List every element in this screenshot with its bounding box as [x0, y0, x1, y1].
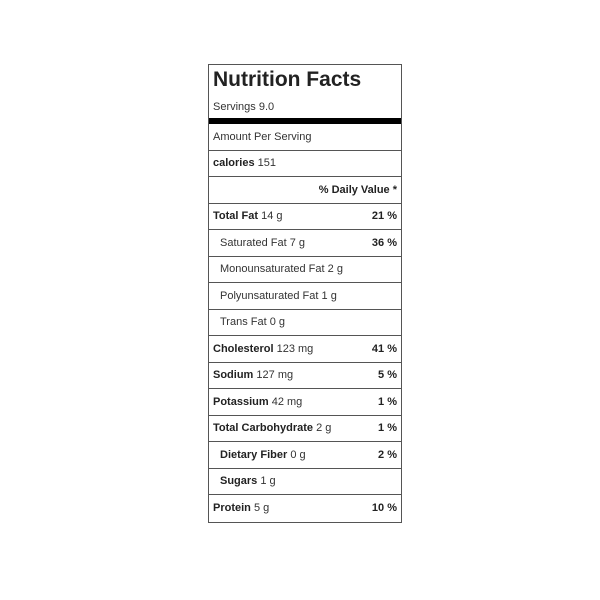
- nutrient-row: Monounsaturated Fat 2 g: [209, 257, 401, 283]
- nutrient-row: Dietary Fiber 0 g 2 %: [209, 442, 401, 469]
- nutrient-amount: 5 g: [253, 502, 270, 515]
- nutrient-row: Trans Fat 0 g: [209, 310, 401, 336]
- nutrient-row: Potassium 42 mg 1 %: [209, 389, 401, 416]
- nutrient-amount: 123 mg: [276, 342, 314, 355]
- nutrient-name: Sugars: [220, 475, 258, 488]
- nutrient-amount: 1 g: [260, 475, 276, 488]
- daily-value-header-row: % Daily Value *: [209, 177, 401, 204]
- nutrient-amount: 127 mg: [256, 369, 294, 382]
- nutrient-name: Polyunsaturated Fat: [220, 289, 319, 302]
- nutrient-daily-percent: 1 %: [378, 422, 397, 435]
- nutrient-amount: 1 g: [321, 289, 337, 302]
- nutrient-name: Saturated Fat: [220, 236, 287, 249]
- nutrient-row: Total Fat 14 g 21 %: [209, 204, 401, 230]
- nutrient-name: Potassium: [213, 395, 269, 408]
- label-header: Nutrition Facts Servings 9.0: [209, 67, 401, 124]
- nutrient-name: Total Fat: [213, 210, 259, 223]
- nutrient-name: Total Carbohydrate: [213, 422, 314, 435]
- nutrient-name: Cholesterol: [213, 342, 274, 355]
- nutrient-row: Sodium 127 mg 5 %: [209, 363, 401, 389]
- nutrient-amount: 0 g: [269, 316, 286, 329]
- nutrient-daily-percent: 36 %: [371, 236, 397, 249]
- nutrient-name: Trans Fat: [220, 316, 267, 329]
- calories-value: 151: [257, 157, 277, 170]
- nutrient-daily-percent: 5 %: [378, 369, 397, 382]
- nutrient-row: Total Carbohydrate 2 g 1 %: [209, 416, 401, 442]
- servings: Servings 9.0: [213, 101, 275, 113]
- calories-label: calories: [213, 157, 255, 170]
- nutrient-daily-percent: 41 %: [371, 342, 397, 355]
- nutrient-amount: 42 mg: [271, 395, 303, 408]
- nutrient-name: Monounsaturated Fat: [220, 263, 325, 276]
- nutrient-name: Protein: [213, 502, 251, 515]
- nutrient-row: Protein 5 g 10 %: [209, 495, 401, 522]
- nutrient-amount: 0 g: [290, 448, 306, 461]
- nutrient-daily-percent: 1 %: [378, 395, 397, 408]
- nutrient-amount: 2 g: [327, 263, 343, 276]
- label-title: Nutrition Facts: [213, 68, 362, 91]
- nutrient-daily-percent: 2 %: [378, 448, 397, 461]
- nutrient-amount: 7 g: [289, 236, 306, 249]
- amount-per-serving-row: Amount Per Serving: [209, 124, 401, 151]
- nutrient-list: Total Fat 14 g 21 % Saturated Fat 7 g 36 % M…: [209, 204, 401, 522]
- nutrition-label: Nutrition Facts Servings 9.0 Amount Per …: [208, 64, 402, 523]
- nutrient-daily-percent: 10 %: [371, 502, 397, 515]
- nutrient-daily-percent: 21 %: [371, 210, 397, 223]
- calories-row: calories 151: [209, 151, 401, 177]
- amount-per-serving: Amount Per Serving: [213, 130, 312, 143]
- nutrient-row: Sugars 1 g: [209, 469, 401, 495]
- nutrient-name: Dietary Fiber: [220, 448, 288, 461]
- nutrient-row: Polyunsaturated Fat 1 g: [209, 283, 401, 310]
- nutrient-name: Sodium: [213, 369, 254, 382]
- daily-value-header: % Daily Value *: [318, 183, 397, 196]
- nutrient-amount: 14 g: [261, 210, 283, 223]
- nutrient-row: Cholesterol 123 mg 41 %: [209, 336, 401, 363]
- nutrient-amount: 2 g: [316, 422, 332, 435]
- nutrient-row: Saturated Fat 7 g 36 %: [209, 230, 401, 257]
